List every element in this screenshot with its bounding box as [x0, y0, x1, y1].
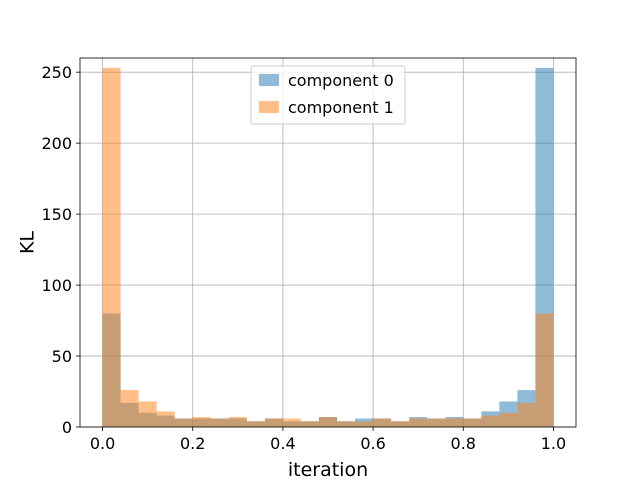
bar-series-1: [228, 417, 247, 427]
bar-series-1: [337, 421, 356, 427]
bar-series-1: [264, 418, 283, 427]
bar-series-1: [138, 401, 157, 427]
bar-series-1: [391, 421, 410, 427]
bar-series-1: [156, 411, 175, 427]
x-tick-label: 1.0: [541, 434, 566, 453]
legend-box: [250, 65, 406, 125]
bar-series-1: [445, 418, 464, 427]
x-tick-label: 0.6: [360, 434, 385, 453]
bar-series-1: [318, 417, 338, 427]
legend-label-1: component 1: [288, 98, 394, 117]
x-tick-label: 0.2: [180, 434, 205, 453]
bar-series-1: [120, 390, 139, 427]
y-axis-label: KL: [17, 231, 39, 254]
legend: component 0 component 1: [250, 65, 406, 125]
bar-series-1: [373, 418, 392, 427]
bar-series-1: [481, 415, 500, 427]
y-tick-label: 0: [62, 418, 72, 437]
legend-swatch-0: [259, 74, 279, 86]
bar-series-1: [427, 418, 446, 427]
x-tick-label: 0.8: [451, 434, 476, 453]
y-tick-label: 250: [41, 63, 72, 82]
bars: [102, 67, 554, 427]
bar-series-1: [463, 418, 482, 427]
legend-swatch-1: [259, 101, 279, 113]
bar-series-1: [499, 412, 518, 427]
axis-ticks: 0.0 0.2 0.4 0.6 0.8 1.0 0 50 100 150 200 250: [41, 63, 566, 453]
bar-series-1: [517, 402, 536, 427]
bar-series-1: [246, 421, 265, 427]
x-axis-label: iteration: [288, 459, 368, 480]
plot-frame: [79, 57, 577, 428]
bar-series-1: [174, 418, 193, 427]
x-tick-label: 0.0: [90, 434, 115, 453]
bar-series-1: [535, 313, 554, 427]
bar-series-1: [192, 417, 211, 427]
y-tick-label: 150: [41, 205, 72, 224]
bar-series-1: [355, 421, 374, 427]
bar-series-1: [300, 421, 319, 427]
y-tick-label: 100: [41, 276, 72, 295]
y-tick-label: 50: [52, 347, 72, 366]
y-tick-label: 200: [41, 134, 72, 153]
bar-series-1: [210, 418, 229, 427]
bar-series-1: [282, 418, 301, 427]
bar-series-1: [102, 67, 121, 427]
x-tick-label: 0.4: [270, 434, 295, 453]
bar-series-1: [409, 418, 428, 427]
legend-label-0: component 0: [288, 71, 394, 90]
